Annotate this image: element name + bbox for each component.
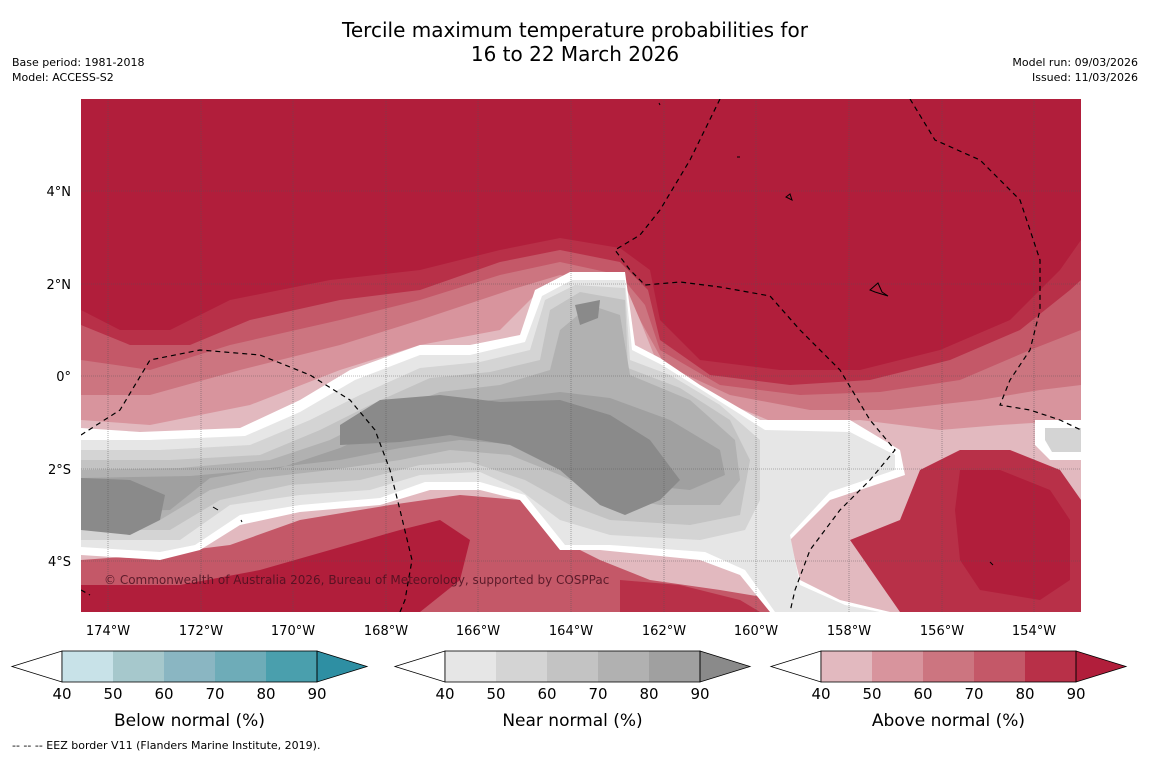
- meta-right: Model run: 09/03/2026 Issued: 11/03/2026: [1012, 55, 1138, 85]
- colorbar-segment: [872, 651, 923, 682]
- above-east-90: [955, 470, 1070, 600]
- colorbar-outline: [61, 650, 318, 683]
- colorbar-max-arrow: [699, 650, 752, 683]
- lon-label: 170°W: [271, 624, 315, 639]
- colorbar-min-arrow: [10, 650, 63, 683]
- near-90-region-west: [81, 478, 165, 535]
- colorbar-tick-label: 60: [537, 685, 556, 703]
- colorbar-title: Below normal (%): [114, 711, 265, 731]
- colorbar-title: Above normal (%): [872, 711, 1025, 731]
- colorbar-max-arrow: [316, 650, 369, 683]
- copyright-text: © Commonwealth of Australia 2026, Bureau…: [104, 573, 609, 587]
- graticule: [81, 99, 1081, 612]
- colorbar-segment: [923, 651, 974, 682]
- lon-label: 166°W: [456, 624, 500, 639]
- colorbar-tick-label: 60: [154, 685, 173, 703]
- colorbar-tick-label: 90: [307, 685, 326, 703]
- colorbar-segment: [1025, 651, 1076, 682]
- colorbar-tick-label: 80: [639, 685, 658, 703]
- lat-label: 4°S: [48, 555, 71, 570]
- near-90-region-center: [340, 395, 680, 515]
- title-line-1: Tercile maximum temperature probabilitie…: [342, 18, 808, 42]
- lon-label: 172°W: [179, 624, 223, 639]
- issued-date: Issued: 11/03/2026: [1031, 71, 1138, 84]
- lon-label: 174°W: [86, 624, 130, 639]
- lon-label: 158°W: [827, 624, 871, 639]
- colorbar-outline: [444, 650, 701, 683]
- eez-borders: [81, 99, 1081, 612]
- title-line-2: 16 to 22 March 2026: [470, 42, 680, 66]
- colorbar-segment: [974, 651, 1025, 682]
- colorbar-tick-label: 50: [486, 685, 505, 703]
- lat-label: 0°: [56, 370, 71, 385]
- base-period: Base period: 1981-2018: [12, 56, 145, 69]
- colorbar-above: 40 50 60 70 80 90 Above normal (%): [769, 650, 1128, 731]
- islands: [212, 102, 994, 566]
- colorbar-segment: [113, 651, 164, 682]
- footer-note: -- -- -- EEZ border V11 (Flanders Marine…: [12, 739, 321, 752]
- near-east-patch-inner: [1045, 428, 1081, 452]
- above-south-deep: [81, 520, 470, 612]
- colorbar-tick-label: 40: [435, 685, 454, 703]
- lon-label: 160°W: [734, 624, 778, 639]
- colorbar-tick-label: 40: [52, 685, 71, 703]
- colorbar-min-arrow: [393, 650, 446, 683]
- colorbar-segment: [598, 651, 649, 682]
- lon-label: 168°W: [364, 624, 408, 639]
- colorbar-segment: [547, 651, 598, 682]
- colorbar-max-arrow: [1075, 650, 1128, 683]
- model-run: Model run: 09/03/2026: [1012, 56, 1138, 69]
- colorbar-tick-label: 40: [811, 685, 830, 703]
- colorbar-tick-label: 70: [588, 685, 607, 703]
- colorbar-near: 40 50 60 70 80 90 Near normal (%): [393, 650, 752, 731]
- colorbar-segment: [821, 651, 872, 682]
- lon-label: 164°W: [549, 624, 593, 639]
- colorbar-outline: [820, 650, 1077, 683]
- colorbar-segment: [215, 651, 266, 682]
- colorbar-tick-label: 50: [862, 685, 881, 703]
- colorbar-segment: [266, 651, 317, 682]
- colorbar-tick-label: 90: [1066, 685, 1085, 703]
- colorbar-min-arrow: [769, 650, 822, 683]
- lat-label: 2°N: [47, 278, 72, 293]
- colorbar-tick-label: 70: [205, 685, 224, 703]
- lat-label: 4°N: [47, 185, 72, 200]
- colorbar-below: 40 50 60 70 80 90 Below normal (%): [10, 650, 369, 731]
- lon-label: 162°W: [642, 624, 686, 639]
- colorbar-segment: [62, 651, 113, 682]
- colorbar-segment: [445, 651, 496, 682]
- colorbar-segment: [496, 651, 547, 682]
- colorbar-segment: [649, 651, 700, 682]
- model-name: Model: ACCESS-S2: [12, 71, 114, 84]
- lon-label: 154°W: [1012, 624, 1056, 639]
- colorbar-title: Near normal (%): [502, 711, 642, 731]
- near-90-patch: [575, 300, 600, 325]
- map-fields: [81, 99, 1081, 612]
- colorbar-tick-label: 50: [103, 685, 122, 703]
- colorbar-tick-label: 60: [913, 685, 932, 703]
- lon-label: 156°W: [920, 624, 964, 639]
- chart-title: Tercile maximum temperature probabilitie…: [0, 18, 1150, 66]
- colorbar-tick-label: 80: [1015, 685, 1034, 703]
- colorbar-segment: [164, 651, 215, 682]
- above-south-center: [620, 580, 760, 612]
- colorbar-tick-label: 70: [964, 685, 983, 703]
- lon-labels: 174°W 172°W 170°W 168°W 166°W 164°W 162°…: [86, 624, 1056, 639]
- colorbar-tick-label: 90: [690, 685, 709, 703]
- lat-label: 2°S: [48, 463, 71, 478]
- meta-left: Base period: 1981-2018 Model: ACCESS-S2: [12, 55, 144, 85]
- lat-labels: 4°N 2°N 0° 2°S 4°S: [47, 185, 72, 570]
- colorbar-tick-label: 80: [256, 685, 275, 703]
